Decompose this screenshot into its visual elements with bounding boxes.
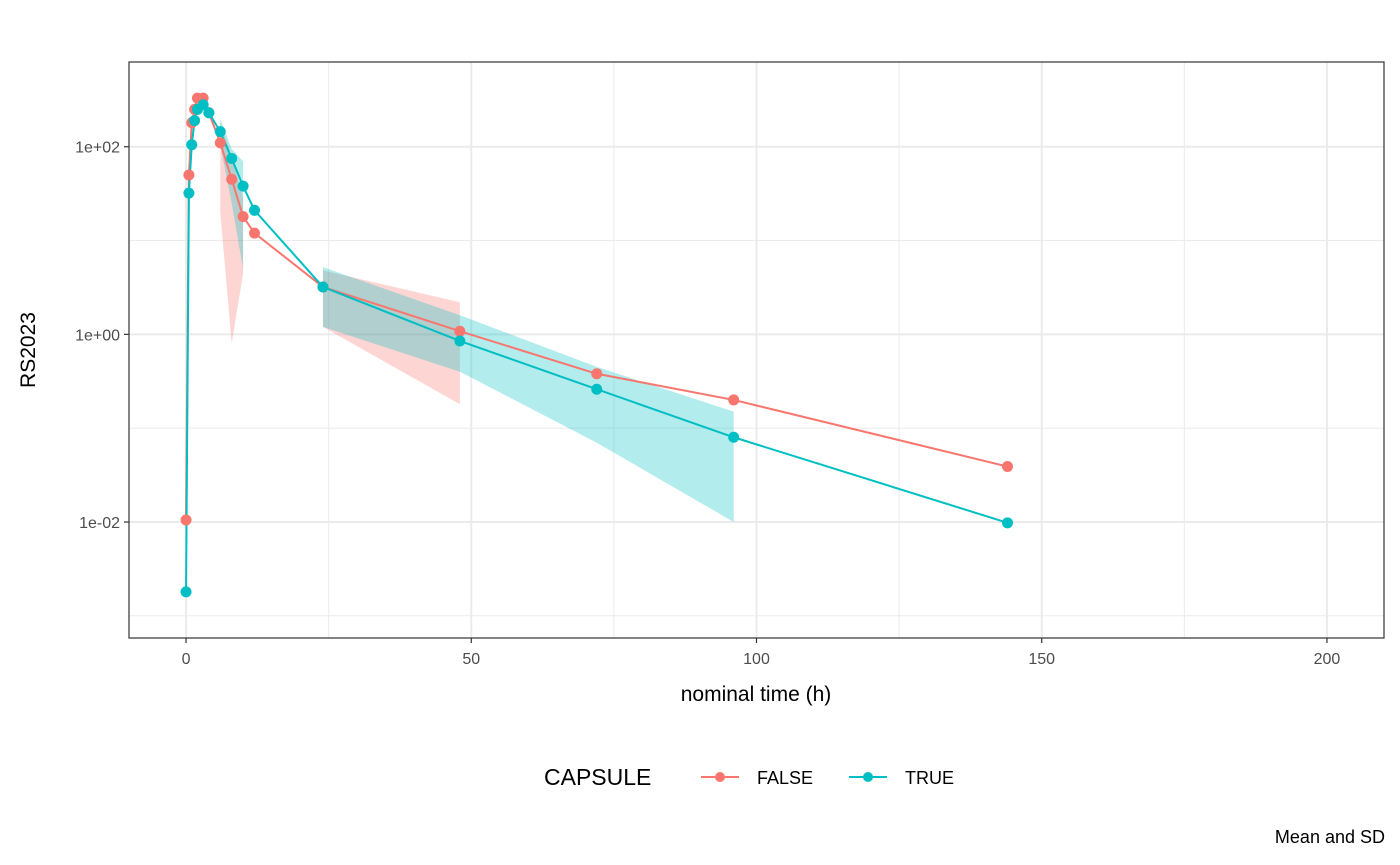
data-point-true (454, 335, 466, 347)
y-axis-title: RS2023 (17, 312, 40, 388)
sd-ribbons (220, 118, 734, 522)
data-point-true (317, 281, 329, 293)
data-point-true (728, 431, 740, 443)
x-tick-label: 50 (462, 651, 480, 668)
legend-item-false: FALSE (701, 768, 813, 788)
data-point-true (591, 383, 603, 395)
y-tick-label: 1e-02 (79, 515, 120, 532)
data-point-false (1002, 461, 1013, 473)
sd-ribbon-true (322, 267, 734, 522)
legend-item-true: TRUE (849, 768, 954, 788)
series-points (180, 92, 1013, 598)
data-point-true (189, 115, 201, 127)
data-point-true (237, 180, 249, 192)
x-tick-label: 150 (1028, 651, 1055, 668)
data-point-false (249, 227, 260, 239)
data-point-true (1002, 517, 1013, 529)
data-point-true (226, 152, 238, 164)
data-point-true (249, 204, 260, 216)
data-point-true (183, 187, 195, 199)
sd-ribbon-false (220, 122, 244, 344)
y-tick-label: 1e+02 (75, 140, 120, 157)
data-point-false (728, 394, 740, 406)
legend-label-false: FALSE (757, 768, 813, 788)
plot-panel (128, 61, 1385, 639)
data-point-true (197, 99, 209, 111)
legend-key-point-false (715, 772, 725, 782)
x-tick-label: 0 (182, 651, 191, 668)
data-point-false (214, 137, 226, 149)
y-axis: 1e-02 1e+00 1e+02 (75, 140, 129, 532)
data-point-false (454, 325, 466, 337)
data-point-false (591, 368, 603, 380)
data-point-false (183, 169, 195, 181)
x-axis-title: nominal time (h) (681, 683, 832, 706)
data-point-false (226, 173, 238, 185)
data-point-true (180, 586, 192, 598)
series-line-true (185, 103, 1008, 592)
data-point-false (180, 514, 192, 526)
sd-ribbon-false (322, 270, 460, 405)
sd-ribbon-true (220, 118, 244, 269)
data-point-true (214, 126, 226, 138)
x-tick-label: 200 (1314, 651, 1341, 668)
legend-label-true: TRUE (905, 768, 954, 788)
data-point-false (237, 211, 249, 223)
legend-key-point-true (863, 772, 873, 782)
caption: Mean and SD (1275, 827, 1385, 847)
data-point-true (186, 139, 198, 151)
x-axis: 0 50 100 150 200 (182, 638, 1341, 668)
legend-title: CAPSULE (544, 764, 651, 790)
y-tick-label: 1e+00 (75, 327, 120, 344)
legend: CAPSULE FALSE TRUE (544, 764, 954, 790)
data-point-true (203, 107, 215, 119)
x-tick-label: 100 (743, 651, 770, 668)
